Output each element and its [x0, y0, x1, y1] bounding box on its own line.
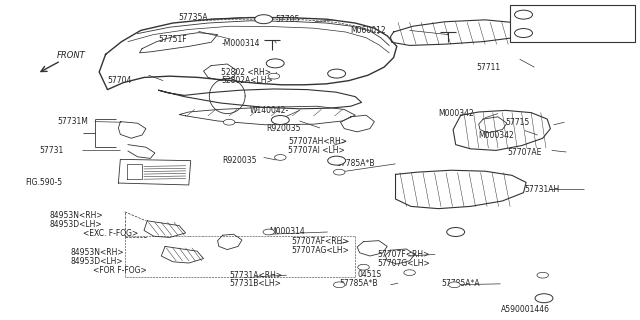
Text: W130132: W130132 — [542, 28, 579, 37]
Circle shape — [404, 270, 415, 276]
Text: 57704: 57704 — [108, 76, 132, 85]
Text: 1: 1 — [521, 12, 526, 18]
Text: 57731B<LH>: 57731B<LH> — [229, 279, 281, 288]
Text: R920035: R920035 — [223, 156, 257, 164]
Text: FIG.590-5: FIG.590-5 — [26, 178, 63, 187]
Text: 57731: 57731 — [40, 146, 64, 155]
Text: M000314: M000314 — [269, 228, 305, 236]
Text: R920035: R920035 — [266, 124, 301, 132]
Text: 57707AG<LH>: 57707AG<LH> — [291, 246, 349, 255]
Text: W140007: W140007 — [542, 10, 579, 19]
Text: 57707G<LH>: 57707G<LH> — [378, 259, 430, 268]
FancyBboxPatch shape — [510, 5, 635, 42]
Text: 84953D<LH>: 84953D<LH> — [70, 257, 123, 266]
Text: M060012: M060012 — [351, 26, 387, 35]
Text: 57731A<RH>: 57731A<RH> — [229, 271, 282, 280]
Text: 57751F: 57751F — [159, 35, 188, 44]
Text: 84953N<RH>: 84953N<RH> — [70, 248, 124, 257]
Text: 57731AH: 57731AH — [525, 185, 560, 194]
Text: <FOR F-FOG>: <FOR F-FOG> — [93, 266, 147, 275]
Text: 57707AH<RH>: 57707AH<RH> — [288, 137, 347, 146]
Text: 1: 1 — [453, 229, 458, 235]
Text: W140042-: W140042- — [250, 106, 289, 115]
Text: 57707F<RH>: 57707F<RH> — [378, 250, 430, 259]
Text: 57785A*B: 57785A*B — [339, 279, 378, 288]
Text: 57705: 57705 — [275, 15, 300, 24]
Text: 52802A<LH>: 52802A<LH> — [221, 76, 273, 85]
Text: 84953N<RH>: 84953N<RH> — [50, 212, 104, 220]
Circle shape — [537, 272, 548, 278]
Text: M000342: M000342 — [438, 109, 474, 118]
Circle shape — [275, 155, 286, 160]
Text: 57711: 57711 — [477, 63, 501, 72]
Circle shape — [515, 10, 532, 19]
Text: 1: 1 — [541, 295, 547, 301]
Circle shape — [271, 116, 289, 124]
Circle shape — [358, 264, 369, 270]
Circle shape — [255, 15, 273, 24]
Text: <EXC. F-FOG>: <EXC. F-FOG> — [83, 229, 138, 238]
Text: 1: 1 — [278, 117, 283, 123]
Text: 57715: 57715 — [506, 118, 530, 127]
Text: 57785A*A: 57785A*A — [442, 279, 480, 288]
Text: 52802 <RH>: 52802 <RH> — [221, 68, 271, 76]
Text: A590001446: A590001446 — [500, 305, 550, 314]
Circle shape — [333, 282, 345, 288]
Text: M000342: M000342 — [479, 131, 515, 140]
Circle shape — [328, 156, 346, 165]
Text: 2: 2 — [522, 30, 525, 36]
Circle shape — [535, 294, 553, 303]
Circle shape — [223, 119, 235, 125]
Circle shape — [268, 73, 280, 79]
Text: 57785A*B: 57785A*B — [337, 159, 375, 168]
Circle shape — [447, 228, 465, 236]
Text: 84953D<LH>: 84953D<LH> — [50, 220, 102, 229]
Text: 0451S: 0451S — [357, 270, 381, 279]
Text: FRONT: FRONT — [56, 51, 85, 60]
Circle shape — [333, 169, 345, 175]
Text: 57735A: 57735A — [178, 13, 207, 22]
Text: 1: 1 — [261, 16, 266, 22]
Text: 1: 1 — [273, 60, 278, 66]
Text: -M000314: -M000314 — [221, 39, 260, 48]
Text: 57731M: 57731M — [58, 117, 88, 126]
Circle shape — [328, 69, 346, 78]
Circle shape — [515, 28, 532, 37]
Text: 1: 1 — [334, 71, 339, 76]
Text: 2: 2 — [335, 158, 339, 164]
Circle shape — [266, 59, 284, 68]
Text: 57707AE: 57707AE — [508, 148, 542, 156]
Text: 57707AF<RH>: 57707AF<RH> — [291, 237, 349, 246]
Text: 57707AI <LH>: 57707AI <LH> — [288, 146, 345, 155]
Circle shape — [449, 282, 460, 288]
Circle shape — [263, 229, 275, 235]
